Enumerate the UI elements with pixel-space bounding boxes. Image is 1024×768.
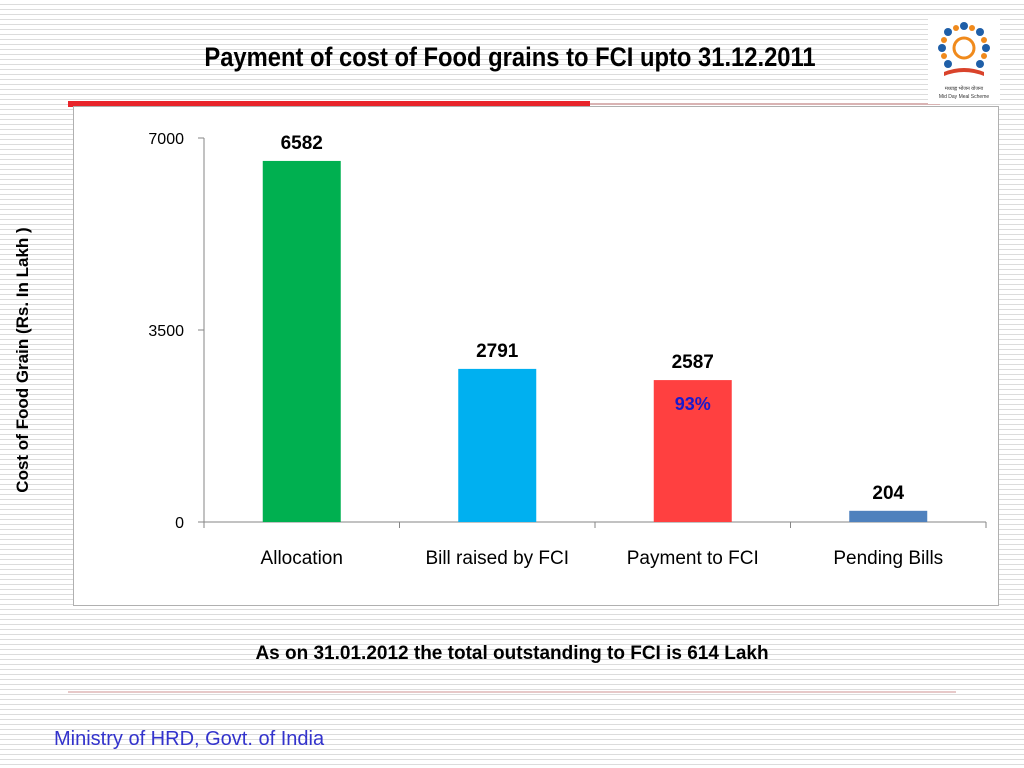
bar bbox=[653, 380, 732, 522]
title-underline-thin bbox=[590, 103, 940, 105]
data-label: 6582 bbox=[281, 133, 323, 154]
data-label: 204 bbox=[872, 483, 904, 504]
logo-emblem-icon bbox=[938, 22, 990, 76]
chart-frame: 0 3500 7000 6582 Allocation 2791 Bill raised b… bbox=[73, 106, 999, 606]
x-tick-label: Pending Bills bbox=[833, 548, 943, 569]
y-tick-label: 7000 bbox=[148, 131, 184, 148]
bar-chart: 0 3500 7000 6582 Allocation 2791 Bill raised b… bbox=[148, 131, 987, 569]
title-underline-bar bbox=[68, 101, 590, 107]
x-tick-label: Allocation bbox=[261, 548, 343, 569]
bar bbox=[849, 510, 928, 522]
data-label: 2587 bbox=[672, 352, 714, 373]
y-axis-label: Cost of Food Grain (Rs. In Lakh ) bbox=[13, 227, 32, 493]
outstanding-note: As on 31.01.2012 the total outstanding t… bbox=[255, 643, 769, 664]
x-tick-label: Bill raised by FCI bbox=[425, 548, 569, 569]
logo-caption: Mid Day Meal Scheme bbox=[938, 94, 990, 100]
bar bbox=[262, 160, 341, 522]
logo-caption-hindi: मध्याह्न भोजन योजना bbox=[944, 86, 984, 92]
mid-day-meal-logo: मध्याह्न भोजन योजना Mid Day Meal Scheme bbox=[928, 18, 1000, 104]
bar bbox=[458, 368, 537, 522]
y-tick-label: 0 bbox=[175, 515, 184, 532]
data-label: 2791 bbox=[476, 341, 519, 362]
percent-annotation: 93% bbox=[675, 394, 711, 414]
x-tick-label: Payment to FCI bbox=[627, 548, 759, 569]
footer-ministry: Ministry of HRD, Govt. of India bbox=[54, 728, 325, 750]
footer-divider bbox=[68, 691, 956, 693]
y-tick-label: 3500 bbox=[148, 323, 184, 340]
slide-title: Payment of cost of Food grains to FCI up… bbox=[204, 42, 816, 72]
